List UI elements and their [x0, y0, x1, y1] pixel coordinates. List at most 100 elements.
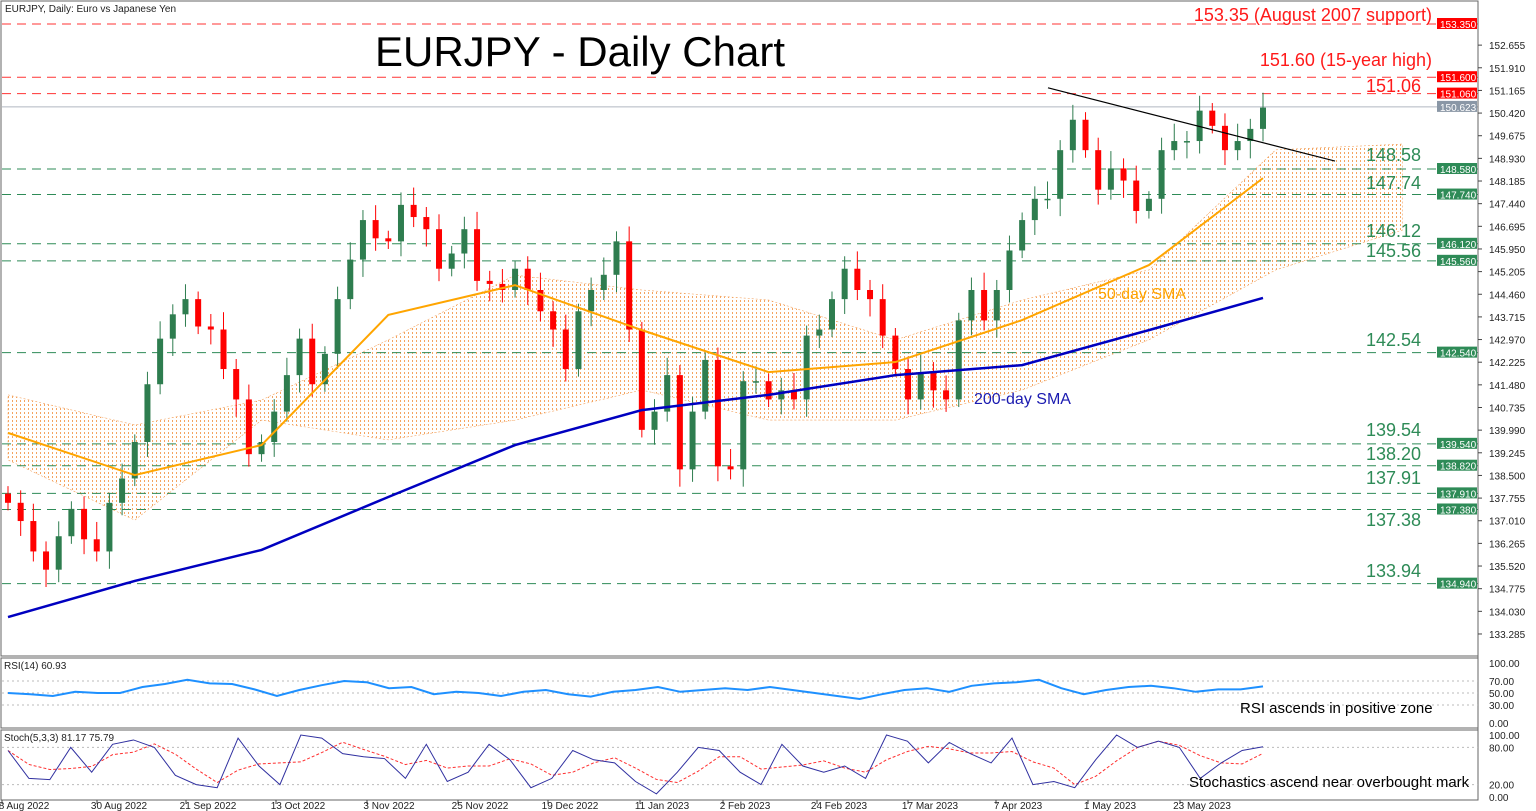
bull-candle [816, 329, 823, 336]
bear-candle [867, 290, 874, 300]
x-tick-label: 11 Jan 2023 [635, 801, 690, 811]
bull-candle [157, 338, 164, 385]
bear-candle [943, 390, 950, 400]
bear-candle [892, 335, 899, 370]
stoch-tick-label: 80.00 [1489, 743, 1514, 754]
bear-candle [1095, 150, 1102, 190]
bear-candle [562, 329, 569, 370]
annotation-148-58: 148.58 [1366, 145, 1421, 165]
stoch-label: Stoch(5,3,3) 81.17 75.79 [4, 733, 115, 744]
rsi-tick-label: 50.00 [1489, 689, 1514, 700]
bear-candle [1082, 119, 1089, 151]
support-tag [1437, 487, 1477, 499]
bear-candle [245, 399, 252, 455]
bull-candle [359, 220, 366, 260]
bear-candle [676, 375, 683, 470]
resistance-tag [1437, 18, 1477, 29]
bear-candle [550, 311, 557, 330]
moving-averages [7, 177, 1264, 619]
bull-candle [1044, 198, 1051, 201]
annotation-151-60: 151.60 (15-year high) [1260, 50, 1432, 70]
bear-candle [714, 359, 721, 467]
bull-candle [664, 375, 671, 412]
bull-candle [968, 290, 975, 321]
y-tick-label: 134.030 [1489, 607, 1526, 618]
y-tick-label: 148.185 [1489, 177, 1526, 188]
y-tick-label: 134.775 [1489, 585, 1526, 596]
candlesticks [5, 92, 1266, 588]
support-tag-text: 137.910 [1440, 489, 1477, 500]
bear-candle [207, 326, 214, 330]
x-tick-label: 23 May 2023 [1173, 801, 1231, 811]
x-tick-label: 17 Mar 2023 [902, 801, 959, 811]
bear-candle [195, 299, 202, 327]
bear-candle [474, 229, 481, 281]
y-tick-label: 133.285 [1489, 630, 1526, 641]
bull-candle [512, 268, 519, 290]
bull-candle [955, 320, 962, 400]
bull-candle [347, 259, 354, 300]
bear-candle [499, 283, 506, 290]
support-tag [1437, 188, 1477, 200]
x-tick-label: 7 Apr 2023 [994, 801, 1043, 811]
y-tick-label: 145.205 [1489, 268, 1526, 279]
bull-candle [1234, 141, 1241, 151]
support-tag [1437, 503, 1477, 515]
bear-candle [854, 268, 861, 290]
bull-candle [689, 411, 696, 470]
support-tag-text: 148.580 [1440, 165, 1477, 176]
bull-candle [1019, 220, 1026, 251]
annotation-137-91: 137.91 [1366, 468, 1421, 488]
bull-candle [1260, 107, 1266, 129]
bear-candle [410, 204, 417, 218]
annotation-138-20: 138.20 [1366, 444, 1421, 464]
bear-candle [537, 290, 544, 312]
rsi-tick-label: 0.00 [1489, 719, 1509, 730]
bear-candle [93, 539, 100, 552]
bull-candle [119, 478, 126, 503]
bull-candle [271, 411, 278, 442]
annotation-133-94: 133.94 [1366, 561, 1421, 581]
x-tick-label: 1 May 2023 [1084, 801, 1137, 811]
bull-candle [1158, 150, 1165, 199]
resistance-tag [1437, 71, 1477, 83]
y-tick-label: 143.715 [1489, 313, 1526, 324]
resistance-tag-text: 151.600 [1440, 73, 1477, 84]
bull-candle [651, 411, 658, 430]
bull-candle [1006, 250, 1013, 290]
bull-candle [1183, 141, 1190, 143]
y-tick-label: 147.440 [1489, 200, 1526, 211]
bull-candle [258, 442, 265, 455]
bear-candle [5, 493, 11, 503]
price-tags: 153.350 151.600 151.060 148.580 147.740 146.1… [1437, 18, 1477, 591]
x-tick-label: 30 Aug 2022 [91, 801, 148, 811]
bull-candle [752, 381, 759, 383]
rsi-tick-label: 30.00 [1489, 701, 1514, 712]
horizontal-levels [2, 23, 1478, 585]
bear-candle [30, 521, 37, 552]
annotation-147-74: 147.74 [1366, 173, 1421, 193]
y-tick-label: 137.010 [1489, 517, 1526, 528]
bull-candle [841, 268, 848, 300]
y-tick-label: 142.970 [1489, 336, 1526, 347]
bull-candle [1107, 168, 1114, 190]
annotation-137-38: 137.38 [1366, 510, 1421, 530]
y-tick-label: 142.225 [1489, 358, 1526, 369]
support-tag [1437, 346, 1477, 358]
bull-candle [448, 253, 455, 269]
bear-candle [727, 466, 734, 470]
x-tick-label: 24 Feb 2023 [811, 801, 868, 811]
date-axis: 8 Aug 2022 30 Aug 2022 21 Sep 2022 13 Oct 2… [0, 800, 1231, 811]
chart-title: EURJPY - Daily Chart [375, 28, 785, 75]
x-tick-label: 13 Oct 2022 [271, 801, 326, 811]
bull-candle [613, 241, 620, 275]
annotation-151-06: 151.06 [1366, 76, 1421, 96]
x-tick-label: 2 Feb 2023 [720, 801, 771, 811]
support-tag-text: 147.740 [1440, 191, 1477, 202]
bull-candle [182, 299, 189, 315]
rsi-note: RSI ascends in positive zone [1240, 700, 1433, 717]
bull-candle [1171, 141, 1178, 151]
stoch-main-line [7, 734, 1264, 795]
y-tick-label: 136.265 [1489, 539, 1526, 550]
